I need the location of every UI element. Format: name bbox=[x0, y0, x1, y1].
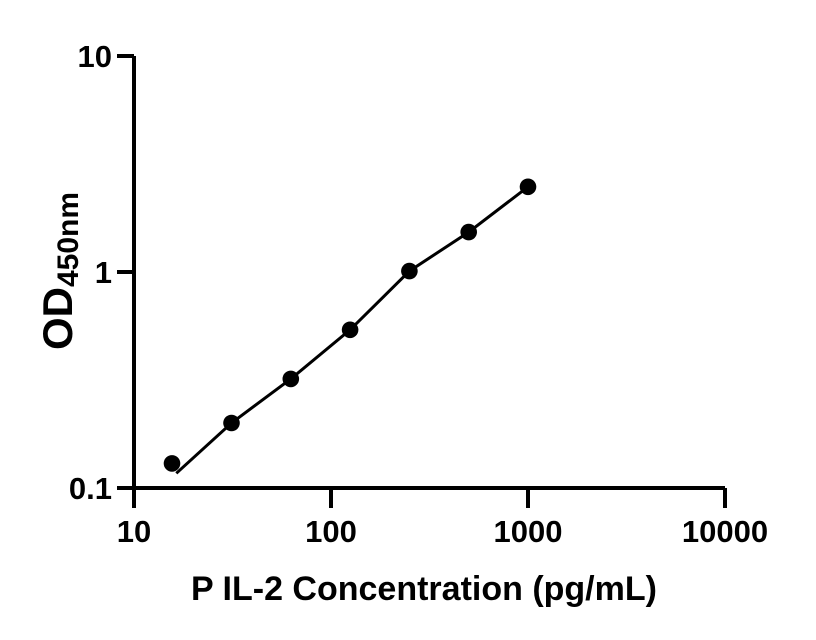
x-tick-label: 100 bbox=[305, 514, 357, 549]
y-tick-label: 1 bbox=[95, 255, 112, 290]
data-point-marker bbox=[223, 414, 240, 432]
x-axis-ticks: 10 100 1000 10000 bbox=[117, 488, 768, 549]
x-tick-label: 1000 bbox=[494, 514, 563, 549]
y-axis-title-main: OD bbox=[34, 287, 81, 350]
data-point-marker bbox=[401, 262, 418, 280]
data-point-marker bbox=[519, 178, 537, 196]
x-axis-title: P IL-2 Concentration (pg/mL) bbox=[191, 570, 657, 608]
y-tick-label: 0.1 bbox=[69, 471, 112, 506]
data-point-marker bbox=[460, 223, 478, 241]
data-point-marker bbox=[282, 370, 300, 388]
axes bbox=[132, 56, 725, 490]
axis-lines bbox=[132, 56, 725, 490]
y-axis-title-subscript: 450nm bbox=[52, 192, 85, 287]
data-series bbox=[163, 178, 537, 475]
y-tick-label: 10 bbox=[78, 39, 112, 74]
data-point-marker bbox=[341, 321, 359, 339]
data-point-marker bbox=[163, 455, 181, 472]
y-axis-title: OD450nm bbox=[34, 192, 85, 350]
x-tick-label: 10000 bbox=[682, 514, 768, 549]
y-axis-ticks: 0.1 1 10 bbox=[69, 39, 134, 506]
x-tick-label: 10 bbox=[117, 514, 151, 549]
